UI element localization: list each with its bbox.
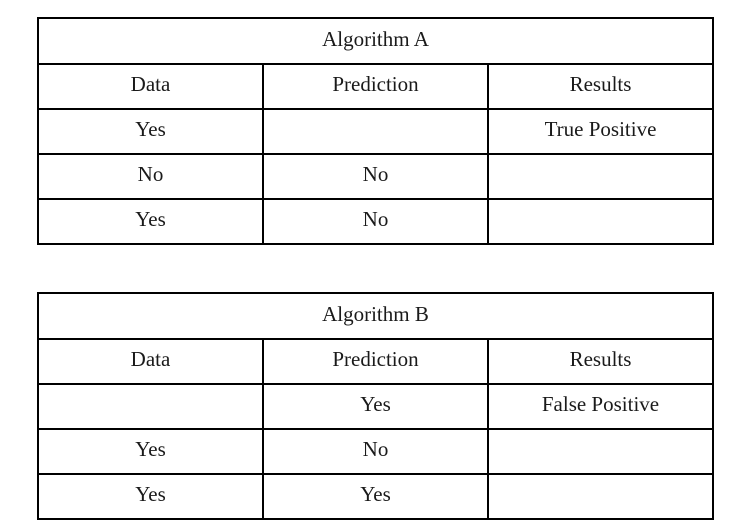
table-cell-prediction: Yes bbox=[262, 383, 489, 430]
table-cell-results: False Positive bbox=[487, 383, 714, 430]
table-cell-data: No bbox=[37, 153, 264, 200]
table-cell-data: Yes bbox=[37, 108, 264, 155]
table-row: Yes False Positive bbox=[37, 383, 714, 430]
table-cell-prediction: No bbox=[262, 198, 489, 245]
column-header-prediction: Prediction bbox=[262, 63, 489, 110]
table-row: Yes Yes bbox=[37, 473, 714, 520]
table-cell-prediction: Yes bbox=[262, 473, 489, 520]
column-header-results: Results bbox=[487, 338, 714, 385]
table-title: Algorithm B bbox=[37, 292, 714, 340]
table-cell-data: Yes bbox=[37, 428, 264, 475]
table-header-row: Data Prediction Results bbox=[37, 63, 714, 110]
table-row: Yes No bbox=[37, 428, 714, 475]
table-cell-results bbox=[487, 428, 714, 475]
column-header-results: Results bbox=[487, 63, 714, 110]
table-cell-data bbox=[37, 383, 264, 430]
table-cell-prediction: No bbox=[262, 153, 489, 200]
table-row: Yes True Positive bbox=[37, 108, 714, 155]
table-title-row: Algorithm B bbox=[37, 292, 714, 340]
table-cell-results bbox=[487, 153, 714, 200]
table-cell-results bbox=[487, 473, 714, 520]
column-header-prediction: Prediction bbox=[262, 338, 489, 385]
table-cell-data: Yes bbox=[37, 473, 264, 520]
table-cell-prediction bbox=[262, 108, 489, 155]
table-header-row: Data Prediction Results bbox=[37, 338, 714, 385]
column-header-data: Data bbox=[37, 338, 264, 385]
table-cell-prediction: No bbox=[262, 428, 489, 475]
column-header-data: Data bbox=[37, 63, 264, 110]
table-row: No No bbox=[37, 153, 714, 200]
table-cell-results bbox=[487, 198, 714, 245]
table-row: Yes No bbox=[37, 198, 714, 245]
table-title: Algorithm A bbox=[37, 17, 714, 65]
table-title-row: Algorithm A bbox=[37, 17, 714, 65]
table-cell-results: True Positive bbox=[487, 108, 714, 155]
algorithm-b-table: Algorithm B Data Prediction Results Yes … bbox=[37, 292, 714, 520]
algorithm-a-table: Algorithm A Data Prediction Results Yes … bbox=[37, 17, 714, 245]
table-cell-data: Yes bbox=[37, 198, 264, 245]
